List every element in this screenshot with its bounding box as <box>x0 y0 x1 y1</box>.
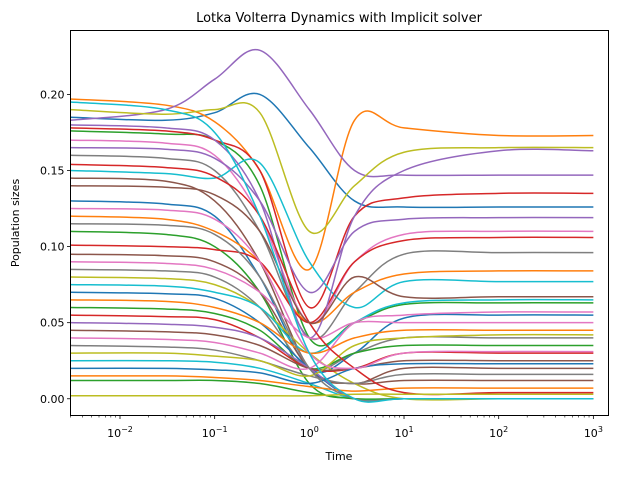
series-line-s32 <box>70 375 594 392</box>
plot-frame <box>70 30 609 416</box>
x-axis-label: Time <box>325 450 353 463</box>
series-line-s5 <box>70 48 594 178</box>
y-axis-label: Population sizes <box>9 179 22 268</box>
series-line-s18 <box>70 268 594 371</box>
x-tick-label: 101 <box>394 425 413 440</box>
series-line-s17 <box>70 261 594 340</box>
series-line-s10 <box>70 158 594 309</box>
x-tick-label: 102 <box>489 425 508 440</box>
series-line-s27 <box>70 311 594 371</box>
x-axis: 10−2 10−1 100 101 102 103 <box>70 415 603 440</box>
series-line-s40 <box>70 101 594 403</box>
series-line-s20 <box>70 283 594 354</box>
y-tick-label: 0.20 <box>40 88 65 101</box>
y-tick-label: 0.00 <box>40 393 65 406</box>
x-tick-label: 100 <box>300 425 319 440</box>
x-tick-label: 103 <box>584 425 603 440</box>
y-tick-label: 0.05 <box>40 317 65 330</box>
series-line-s31 <box>70 362 594 385</box>
series-line-s14 <box>70 236 594 324</box>
chart-title: Lotka Volterra Dynamics with Implicit so… <box>196 11 483 26</box>
series-line-s36 <box>70 184 594 325</box>
series-line-s29 <box>70 333 594 377</box>
series-lines <box>70 48 594 403</box>
series-line-s39 <box>70 393 594 397</box>
series-line-s4 <box>70 127 594 309</box>
series-line-s2 <box>70 98 594 271</box>
series-line-s1 <box>70 92 594 209</box>
y-axis: 0.00 0.05 0.10 0.15 0.20 <box>40 88 71 406</box>
series-line-s9 <box>70 101 594 235</box>
y-tick-label: 0.15 <box>40 165 65 178</box>
x-tick-label: 10−1 <box>202 425 228 440</box>
series-line-s35 <box>70 146 594 294</box>
series-line-s3 <box>70 130 594 347</box>
y-tick-label: 0.10 <box>40 241 65 254</box>
x-tick-label: 10−2 <box>107 425 133 440</box>
